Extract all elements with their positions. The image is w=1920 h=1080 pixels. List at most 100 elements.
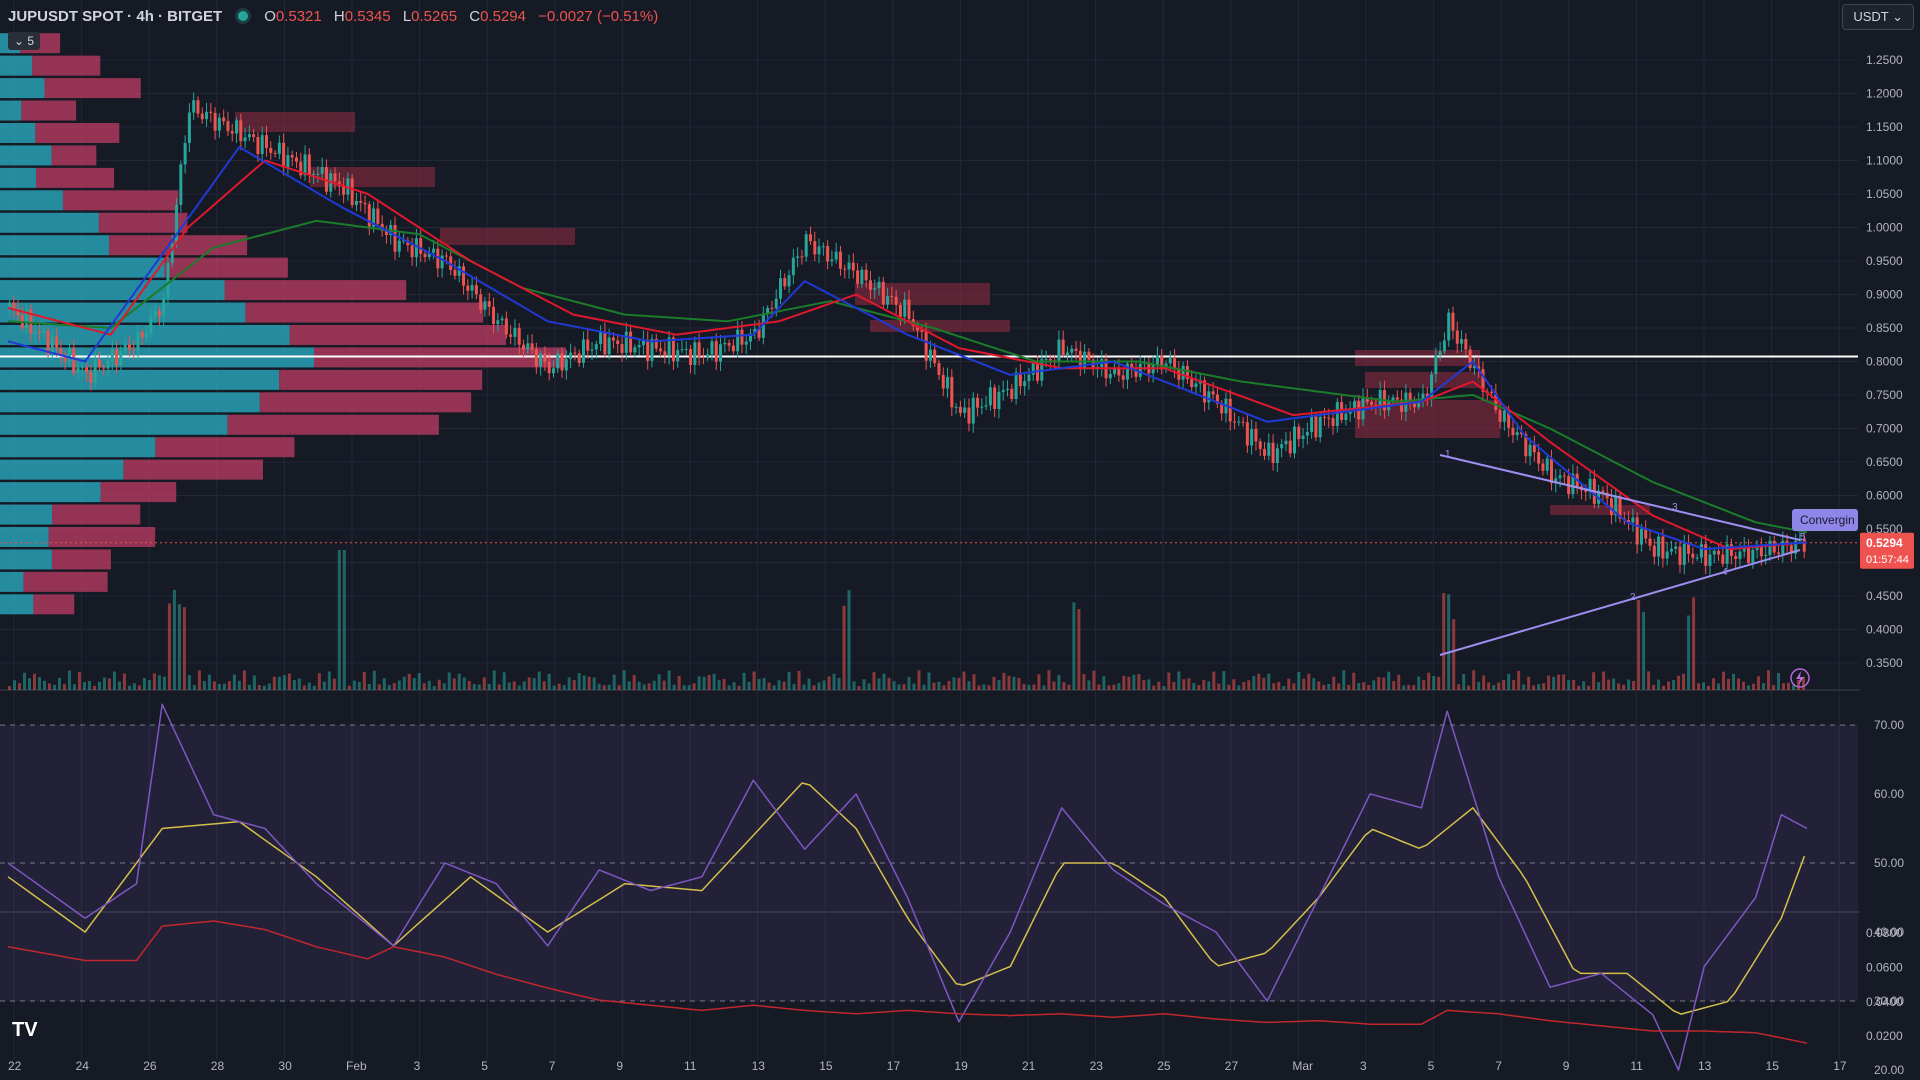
candle-body xyxy=(1370,401,1374,405)
volume-bar xyxy=(1537,684,1541,690)
candle-body xyxy=(611,337,615,341)
candle-body xyxy=(629,331,633,353)
currency-selector[interactable]: USDT ⌄ xyxy=(1842,4,1914,30)
candle-body xyxy=(1717,550,1721,555)
volume-bar xyxy=(1497,682,1501,690)
supply-zone xyxy=(1550,505,1650,515)
candle-body xyxy=(1472,366,1476,369)
candle-body xyxy=(731,345,735,352)
candle-body xyxy=(667,337,671,356)
candle-body xyxy=(997,391,1001,410)
volume-bar xyxy=(342,550,346,690)
candle-body xyxy=(907,299,911,320)
volume-bar xyxy=(1542,683,1546,690)
volume-bar xyxy=(362,671,366,690)
candle-body xyxy=(1562,475,1566,477)
high-value: 0.5345 xyxy=(344,7,391,25)
pattern-point-label: 3 xyxy=(1672,502,1678,513)
volume-bar xyxy=(8,686,11,690)
candle-body xyxy=(599,331,603,345)
time-tick-label: 11 xyxy=(1630,1059,1643,1073)
legend-header: JUPUSDT SPOT · 4h · BITGET O0.5321 H0.53… xyxy=(0,0,1868,32)
candle-body xyxy=(976,397,980,408)
volume-bar xyxy=(337,550,341,690)
volume-bar xyxy=(1757,676,1761,690)
vp-up-bar xyxy=(0,414,228,435)
volume-bar xyxy=(387,685,391,690)
symbol-title[interactable]: JUPUSDT SPOT · 4h · BITGET xyxy=(8,7,223,25)
volume-bar xyxy=(997,680,1001,690)
candle-body xyxy=(1352,401,1356,409)
candle-body xyxy=(67,347,71,362)
candle-body xyxy=(1738,551,1742,559)
candle-body xyxy=(1185,365,1189,380)
candle-body xyxy=(744,341,748,345)
time-tick-label: 15 xyxy=(1766,1059,1780,1073)
candle-body xyxy=(834,251,838,260)
volume-bar xyxy=(657,674,661,690)
volume-bar xyxy=(687,685,691,690)
time-tick-label: 26 xyxy=(143,1059,157,1073)
volume-bar xyxy=(862,679,866,690)
volume-bar xyxy=(1487,682,1491,690)
candle-body xyxy=(1044,358,1048,360)
candle-body xyxy=(175,204,179,244)
time-tick-label: 23 xyxy=(1090,1059,1104,1073)
time-tick-label: 9 xyxy=(1563,1059,1570,1073)
volume-bar xyxy=(1697,683,1701,690)
candle-body xyxy=(1280,444,1284,449)
candle-body xyxy=(791,257,795,276)
volume-bar xyxy=(1222,671,1226,690)
volume-bar xyxy=(1282,685,1286,690)
volume-bar xyxy=(1692,597,1696,690)
volume-bar xyxy=(152,673,156,690)
candle-body xyxy=(804,234,808,257)
candle-body xyxy=(1237,421,1241,423)
volume-bar xyxy=(1602,671,1606,690)
volume-bar xyxy=(1522,684,1526,690)
volume-bar xyxy=(1392,681,1396,690)
candle-body xyxy=(1729,544,1733,557)
volume-bar xyxy=(607,684,611,690)
price-tick-label: 1.1500 xyxy=(1866,120,1903,134)
volume-bar xyxy=(1142,680,1146,690)
candle-body xyxy=(432,248,436,253)
time-tick-label: 7 xyxy=(549,1059,556,1073)
candle-body xyxy=(856,270,860,284)
candle-body xyxy=(1532,444,1536,453)
candle-body xyxy=(654,339,658,349)
candle-body xyxy=(1006,388,1010,390)
volume-bar xyxy=(947,680,951,690)
candle-body xyxy=(671,337,675,362)
candle-body xyxy=(1160,355,1164,370)
rsi-tick-label: 20.00 xyxy=(1874,1063,1904,1077)
candle-body xyxy=(710,341,714,355)
collapse-indicators-button[interactable]: ⌄ 5 xyxy=(8,32,41,50)
volume-bar xyxy=(1647,671,1651,690)
volume-bar xyxy=(1317,681,1321,690)
vp-down-bar xyxy=(289,324,507,345)
candle-body xyxy=(1511,427,1515,436)
candle-body xyxy=(342,186,346,195)
time-tick-label: 25 xyxy=(1157,1059,1171,1073)
candle-body xyxy=(1220,403,1224,414)
candle-body xyxy=(1203,380,1207,403)
oscillator-tick-label: 0.0600 xyxy=(1866,960,1903,974)
oscillator-tick-label: 0.0200 xyxy=(1866,1029,1903,1043)
volume-bar xyxy=(732,682,736,690)
volume-bar xyxy=(697,676,701,690)
vp-up-bar xyxy=(0,100,22,121)
candle-body xyxy=(551,368,555,374)
candle-body xyxy=(1310,416,1314,433)
candle-body xyxy=(1245,422,1249,446)
vp-down-bar xyxy=(52,504,141,525)
supply-zone xyxy=(235,112,355,132)
volume-bar xyxy=(692,683,696,690)
volume-bar xyxy=(602,685,606,690)
volume-bar xyxy=(1667,681,1671,690)
vp-up-bar xyxy=(0,235,110,256)
candle-body xyxy=(838,251,842,269)
candle-body xyxy=(1438,351,1442,356)
volume-bar xyxy=(637,681,641,690)
